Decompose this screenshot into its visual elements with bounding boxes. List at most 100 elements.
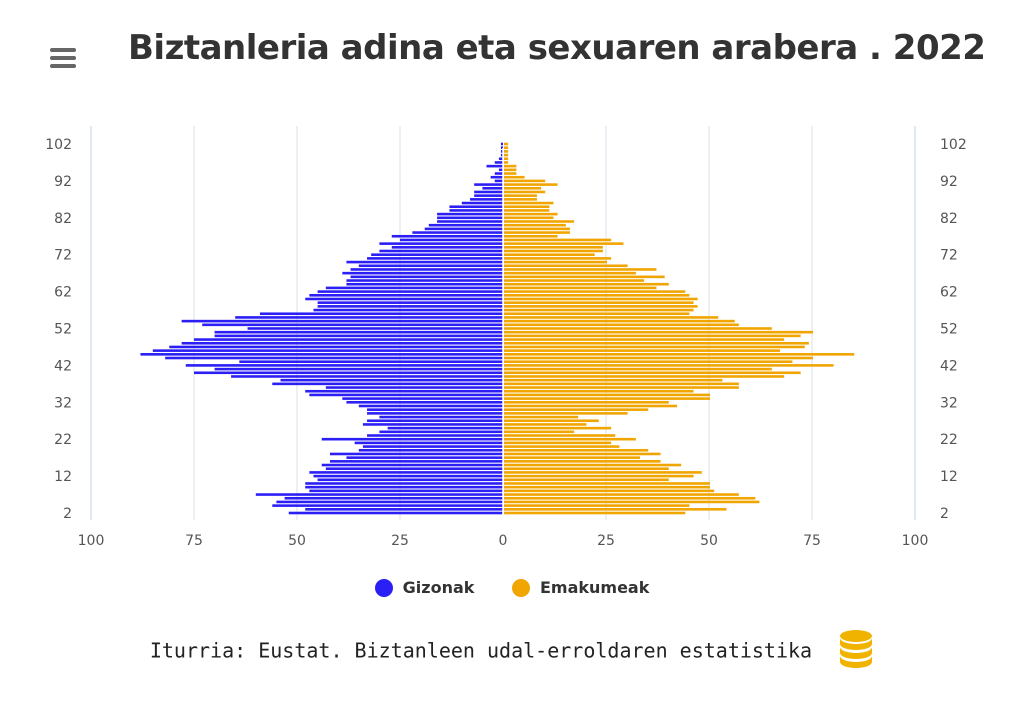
bar-female (504, 386, 739, 389)
bar-male (309, 471, 503, 474)
bar-female (504, 209, 550, 212)
bar-female (504, 393, 710, 397)
bar-female (504, 227, 570, 231)
bar-male (474, 190, 503, 194)
population-pyramid-chart: 100 75 50 25 0 25 50 75 100 102 102 92 92 82 82 72 72 62 6… (45, 126, 967, 549)
legend-item-female[interactable]: Emakumeak (511, 578, 649, 597)
bar-female (504, 364, 834, 367)
bar-female (504, 474, 694, 478)
bar-male (379, 249, 503, 253)
bar-female (504, 161, 509, 164)
bar-male (367, 419, 503, 423)
bar-male (494, 172, 503, 175)
bar-female (504, 172, 517, 175)
bar-female (504, 356, 813, 360)
bar-female (504, 397, 710, 400)
bar-male (325, 467, 503, 471)
bar-male (325, 386, 503, 389)
bar-male (346, 260, 503, 264)
bar-male (387, 426, 503, 430)
bar-male (346, 456, 503, 459)
x-tick-label: 50 (288, 533, 306, 549)
database-icon[interactable] (838, 628, 874, 673)
bar-male (259, 312, 503, 316)
bar-female (504, 216, 554, 220)
bar-female (504, 234, 558, 238)
bar-female (504, 275, 665, 279)
bar-female (504, 157, 509, 161)
bar-female (504, 212, 558, 216)
source-note: Iturria: Eustat. Biztanleen udal-errolda… (0, 628, 1024, 673)
bar-female (504, 305, 698, 308)
bar-female (504, 415, 579, 419)
bar-male (470, 198, 503, 201)
bar-male (500, 150, 503, 153)
bar-female (504, 360, 793, 364)
bar-female (504, 389, 694, 393)
bar-female (504, 194, 537, 197)
bar-male (317, 478, 503, 482)
source-text: Iturria: Eustat. Biztanleen udal-errolda… (149, 638, 813, 663)
bar-male (367, 434, 503, 437)
bar-male (305, 485, 503, 489)
x-tick-label: 0 (499, 533, 508, 549)
legend-dot-female (511, 578, 530, 597)
bar-female (504, 153, 509, 157)
bar-male (272, 504, 503, 507)
bar-male (284, 496, 503, 500)
bar-female (504, 146, 509, 149)
bar-female (504, 419, 599, 423)
bar-female (504, 271, 636, 275)
x-tick-label: 100 (78, 533, 105, 549)
bar-male (412, 231, 503, 234)
bar-female (504, 319, 735, 323)
bar-male (321, 463, 503, 467)
bar-male (354, 441, 503, 445)
bar-female (504, 198, 537, 201)
bar-male (437, 220, 503, 223)
bar-male (280, 378, 503, 382)
bar-male (194, 338, 503, 341)
bar-male (214, 334, 503, 338)
bar-male (185, 364, 503, 367)
bar-male (490, 175, 503, 179)
bar-female (504, 412, 628, 415)
y-tick-label-right: 62 (940, 285, 958, 301)
y-tick-label-right: 32 (940, 395, 958, 411)
bar-male (255, 493, 503, 496)
bar-male (214, 330, 503, 334)
bar-male (474, 194, 503, 197)
bar-male (152, 349, 504, 352)
y-tick-label-left: 42 (54, 358, 72, 374)
bar-female (504, 290, 686, 293)
bar-female (504, 467, 669, 471)
bar-male (449, 205, 503, 209)
bar-female (504, 423, 587, 426)
y-tick-label-right: 52 (940, 322, 958, 338)
bar-male (309, 293, 503, 297)
bar-male (367, 412, 503, 415)
menu-line (50, 48, 76, 52)
bar-male (437, 216, 503, 220)
y-tick-label-right: 82 (940, 211, 958, 227)
legend-item-male[interactable]: Gizonak (374, 578, 474, 597)
bar-male (379, 430, 503, 434)
y-tick-label-right: 2 (940, 506, 949, 522)
bar-male (424, 227, 503, 231)
y-tick-label-right: 102 (940, 137, 967, 153)
y-tick-label-right: 12 (940, 469, 958, 485)
x-tick-label: 25 (391, 533, 409, 549)
y-tick-label-left: 102 (45, 137, 72, 153)
bar-female (504, 220, 575, 223)
bar-male (346, 282, 503, 286)
bar-female (504, 323, 739, 327)
bar-female (504, 201, 554, 205)
bar-male (313, 308, 503, 312)
bar-male (428, 223, 503, 227)
bar-male (358, 448, 503, 452)
bar-female (504, 268, 657, 271)
bar-male (309, 393, 503, 397)
y-tick-label-left: 22 (54, 432, 72, 448)
hamburger-menu-icon[interactable] (50, 48, 76, 70)
bar-female (504, 445, 620, 448)
